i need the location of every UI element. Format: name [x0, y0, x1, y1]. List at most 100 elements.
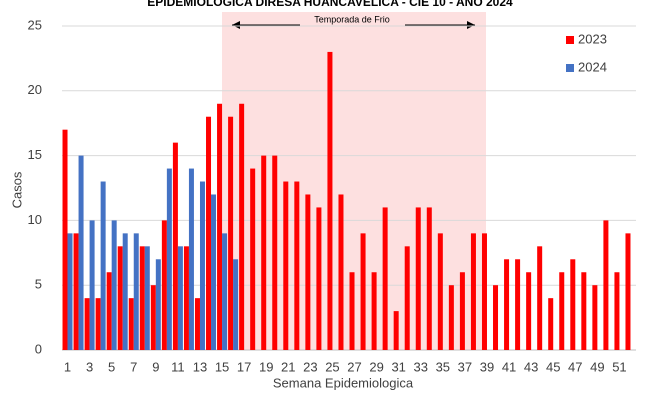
- legend-label: 2024: [578, 59, 607, 74]
- x-tick-label: 49: [590, 359, 604, 374]
- bar: [194, 298, 200, 350]
- bar: [95, 298, 101, 350]
- bar: [283, 181, 289, 350]
- x-tick-label: 31: [391, 359, 405, 374]
- x-tick-label: 45: [546, 359, 560, 374]
- y-tick-label: 25: [28, 17, 42, 32]
- bar: [122, 233, 128, 350]
- x-tick-label: 1: [64, 359, 71, 374]
- bar: [106, 272, 112, 350]
- bar: [570, 259, 576, 350]
- x-axis-title: Semana Epidemiologica: [273, 375, 414, 390]
- bar: [316, 207, 322, 350]
- x-tick-label: 35: [436, 359, 450, 374]
- x-tick-label: 15: [215, 359, 229, 374]
- arrow-head: [232, 21, 240, 29]
- bar: [625, 233, 631, 350]
- x-tick-label: 43: [524, 359, 538, 374]
- bar: [382, 207, 388, 350]
- x-tick-label: 9: [152, 359, 159, 374]
- bar: [239, 103, 245, 350]
- bar: [133, 233, 139, 350]
- bar: [537, 246, 543, 350]
- y-tick-label: 0: [35, 341, 42, 356]
- y-tick-label: 5: [35, 277, 42, 292]
- bar: [111, 220, 117, 350]
- x-tick-label: 7: [130, 359, 137, 374]
- x-tick-label: 29: [369, 359, 383, 374]
- x-tick-label: 11: [171, 359, 185, 374]
- y-tick-label: 10: [28, 212, 42, 227]
- bar: [128, 298, 134, 350]
- bar: [592, 285, 598, 350]
- x-tick-label: 39: [480, 359, 494, 374]
- bar: [183, 246, 189, 350]
- bar: [526, 272, 532, 350]
- bar: [437, 233, 443, 350]
- bar: [603, 220, 609, 350]
- bar: [144, 246, 150, 350]
- bar: [139, 246, 145, 350]
- bar: [338, 194, 344, 350]
- bar: [84, 298, 90, 350]
- bar: [470, 233, 476, 350]
- x-tick-label: 17: [237, 359, 251, 374]
- bar: [67, 233, 73, 350]
- bar: [272, 155, 278, 350]
- bar: [206, 116, 212, 350]
- x-tick-label: 3: [86, 359, 93, 374]
- x-tick-label: 23: [303, 359, 317, 374]
- x-tick-label: 37: [458, 359, 472, 374]
- x-tick-label: 47: [568, 359, 582, 374]
- bar: [100, 181, 106, 350]
- x-tick-label: 21: [281, 359, 295, 374]
- bar: [161, 220, 167, 350]
- bar: [493, 285, 499, 350]
- bar: [327, 51, 333, 351]
- arrow-head: [467, 21, 475, 29]
- bar: [294, 181, 300, 350]
- bar: [371, 272, 377, 350]
- bar: [177, 246, 183, 350]
- legend-label: 2023: [578, 31, 607, 46]
- x-tick-label: 13: [193, 359, 207, 374]
- bar: [515, 259, 521, 350]
- bar: [426, 207, 432, 350]
- x-tick-label: 5: [108, 359, 115, 374]
- bar: [172, 142, 178, 350]
- bar: [62, 129, 68, 350]
- bar: [188, 168, 194, 350]
- bar: [250, 168, 256, 350]
- bar: [228, 116, 234, 350]
- bar: [581, 272, 587, 350]
- bar: [559, 272, 565, 350]
- bar: [73, 233, 79, 350]
- y-tick-label: 15: [28, 147, 42, 162]
- x-tick-label: 51: [612, 359, 626, 374]
- x-tick-label: 27: [347, 359, 361, 374]
- bar: [393, 311, 399, 350]
- bar: [459, 272, 465, 350]
- x-tick-label: 19: [259, 359, 273, 374]
- bar: [349, 272, 355, 350]
- bar: [89, 220, 95, 350]
- x-tick-label: 25: [325, 359, 339, 374]
- bar: [222, 233, 228, 350]
- bar: [166, 168, 172, 350]
- bar: [155, 259, 161, 350]
- bar: [504, 259, 510, 350]
- y-axis-title: Casos: [9, 171, 24, 208]
- bar: [548, 298, 554, 350]
- bar: [199, 181, 205, 350]
- bar: [217, 103, 223, 350]
- bar: [481, 233, 487, 350]
- bar: [117, 246, 123, 350]
- legend-swatch: [566, 36, 574, 44]
- bar: [448, 285, 454, 350]
- bar: [150, 285, 156, 350]
- y-tick-label: 20: [28, 82, 42, 97]
- bar: [211, 194, 217, 350]
- bar: [360, 233, 366, 350]
- annotation: Temporada de Frio: [314, 14, 390, 24]
